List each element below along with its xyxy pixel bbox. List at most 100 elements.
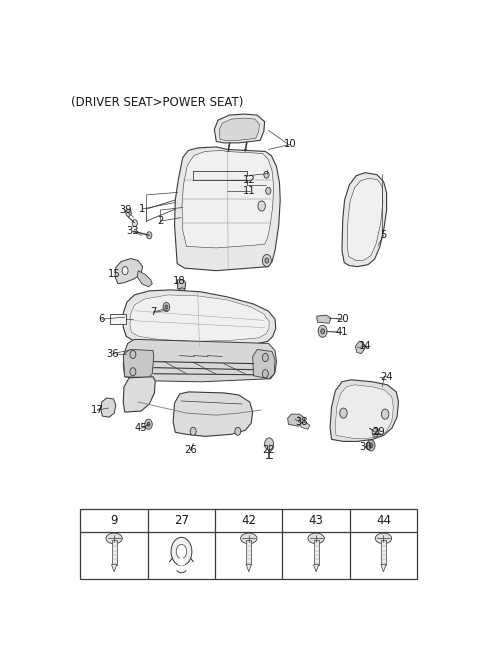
Polygon shape	[137, 271, 152, 287]
Circle shape	[163, 302, 170, 312]
Polygon shape	[115, 258, 143, 284]
Polygon shape	[123, 339, 276, 382]
Circle shape	[165, 305, 168, 309]
Text: 6: 6	[98, 314, 105, 324]
Ellipse shape	[308, 533, 324, 544]
Text: 42: 42	[241, 514, 256, 527]
Polygon shape	[173, 392, 252, 436]
Polygon shape	[317, 315, 331, 323]
Circle shape	[264, 171, 269, 178]
Circle shape	[122, 266, 128, 275]
Circle shape	[235, 427, 241, 436]
Circle shape	[382, 409, 389, 419]
Circle shape	[147, 232, 152, 239]
Wedge shape	[178, 552, 185, 565]
Ellipse shape	[375, 533, 392, 544]
Text: 11: 11	[243, 186, 256, 196]
Polygon shape	[342, 173, 386, 266]
Text: 24: 24	[380, 372, 393, 382]
Polygon shape	[123, 377, 155, 412]
Circle shape	[178, 288, 186, 298]
Text: 33: 33	[126, 226, 139, 236]
Text: 15: 15	[108, 269, 120, 279]
Text: 29: 29	[372, 427, 385, 438]
FancyBboxPatch shape	[246, 541, 252, 565]
Text: 12: 12	[243, 174, 256, 185]
Text: 5: 5	[381, 230, 387, 240]
Circle shape	[176, 544, 187, 559]
Polygon shape	[246, 565, 252, 572]
Text: 26: 26	[184, 445, 197, 455]
Text: 38: 38	[295, 417, 307, 427]
Polygon shape	[125, 209, 132, 217]
Text: 17: 17	[91, 405, 104, 415]
Circle shape	[145, 419, 152, 429]
Text: 43: 43	[309, 514, 324, 527]
Text: 18: 18	[173, 276, 185, 286]
Circle shape	[226, 150, 230, 156]
Text: 7: 7	[150, 307, 156, 317]
Circle shape	[264, 438, 274, 450]
Polygon shape	[182, 150, 274, 248]
Text: 22: 22	[263, 445, 276, 455]
Circle shape	[263, 255, 271, 266]
Text: 36: 36	[107, 348, 119, 359]
Text: 1: 1	[139, 204, 145, 214]
Polygon shape	[300, 422, 310, 429]
Polygon shape	[288, 414, 305, 426]
Text: 2: 2	[157, 216, 164, 226]
Circle shape	[130, 350, 136, 359]
Circle shape	[367, 440, 375, 451]
FancyBboxPatch shape	[111, 541, 117, 565]
Text: 39: 39	[119, 205, 132, 215]
Polygon shape	[347, 178, 383, 260]
Polygon shape	[123, 290, 276, 346]
Polygon shape	[215, 114, 264, 143]
Polygon shape	[130, 295, 269, 341]
Polygon shape	[219, 118, 259, 140]
Circle shape	[263, 370, 268, 378]
Polygon shape	[381, 565, 386, 572]
Polygon shape	[175, 147, 280, 271]
Polygon shape	[330, 380, 398, 441]
Circle shape	[340, 408, 347, 418]
Text: (DRIVER SEAT>POWER SEAT): (DRIVER SEAT>POWER SEAT)	[71, 96, 243, 110]
Circle shape	[190, 427, 196, 436]
FancyBboxPatch shape	[313, 541, 319, 565]
Polygon shape	[313, 565, 319, 572]
Text: 9: 9	[110, 514, 118, 527]
Polygon shape	[123, 350, 154, 378]
Text: 20: 20	[336, 314, 349, 324]
Circle shape	[265, 258, 269, 263]
Ellipse shape	[240, 533, 257, 544]
Text: 14: 14	[359, 341, 372, 352]
Circle shape	[180, 291, 183, 295]
Polygon shape	[335, 385, 393, 438]
Circle shape	[369, 443, 373, 448]
Circle shape	[258, 201, 265, 211]
Polygon shape	[101, 398, 116, 417]
Polygon shape	[110, 314, 126, 324]
Text: 44: 44	[376, 514, 391, 527]
Ellipse shape	[106, 533, 122, 544]
Text: 45: 45	[135, 423, 147, 433]
Polygon shape	[111, 565, 117, 572]
Polygon shape	[355, 341, 365, 354]
Circle shape	[321, 329, 324, 334]
Text: 10: 10	[284, 139, 297, 150]
Polygon shape	[252, 350, 275, 379]
Circle shape	[372, 428, 379, 437]
Circle shape	[266, 188, 271, 194]
Circle shape	[171, 537, 192, 565]
Circle shape	[318, 325, 327, 337]
Text: 27: 27	[174, 514, 189, 527]
Polygon shape	[178, 279, 186, 289]
Circle shape	[147, 422, 150, 426]
Circle shape	[243, 150, 248, 155]
Text: 41: 41	[336, 327, 348, 337]
Circle shape	[263, 354, 268, 361]
FancyBboxPatch shape	[381, 541, 386, 565]
Text: 30: 30	[359, 442, 372, 453]
Circle shape	[132, 220, 137, 227]
Circle shape	[130, 367, 136, 376]
